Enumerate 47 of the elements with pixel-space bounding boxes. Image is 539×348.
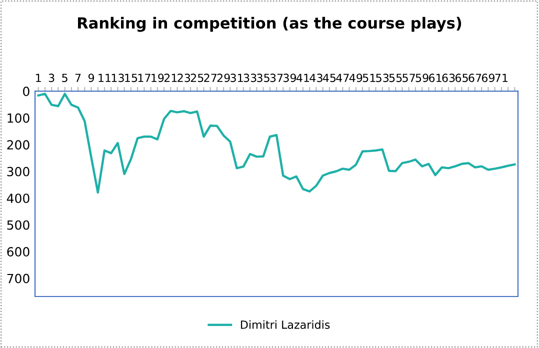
x-tick-label: 61	[428, 74, 442, 82]
x-tick-label: 55	[389, 74, 402, 82]
x-tick-label: 17	[138, 74, 150, 82]
x-tick-label: 45	[322, 74, 336, 82]
x-tick-label: 37	[270, 74, 283, 82]
x-tick-label: 31	[230, 74, 243, 82]
x-tick-label: 27	[204, 74, 216, 82]
x-tick-label: 33	[244, 74, 256, 82]
x-tick-label: 13	[112, 74, 124, 82]
y-tick-label: 700	[7, 274, 30, 284]
y-tick-label: 0	[23, 86, 30, 96]
x-tick-label: 51	[362, 74, 376, 82]
x-tick-label: 53	[376, 74, 389, 82]
x-tick-label: 23	[178, 74, 190, 82]
x-tick-label: 19	[152, 74, 164, 82]
y-tick-label: 400	[6, 194, 30, 204]
x-tick-label: 41	[296, 74, 310, 82]
y-tick-label: 500	[7, 220, 30, 230]
x-tick-label: 9	[88, 74, 94, 82]
y-tick-label: 300	[7, 166, 30, 176]
x-tick-label: 69	[482, 74, 494, 82]
line-series	[37, 92, 516, 194]
x-tick-label: 71	[495, 74, 508, 82]
x-tick-label: 39	[284, 74, 296, 82]
x-tick-label: 57	[402, 74, 415, 82]
x-tick-label: 47	[336, 74, 349, 82]
y-tick-label: 100	[8, 113, 30, 123]
legend-label: Dimitri Lazaridis	[240, 320, 330, 329]
x-tick-label: 67	[468, 74, 482, 82]
x-tick-label: 35	[257, 74, 270, 82]
x-tick-label: 7	[75, 74, 81, 82]
chart-title: Ranking in competition (as the course plays)	[78, 16, 462, 32]
x-tick-label: 63	[442, 74, 455, 82]
x-tick-label: 65	[455, 74, 468, 82]
x-tick-label: 25	[190, 74, 204, 82]
x-tick-label: 49	[349, 74, 362, 82]
x-tick-label: 59	[416, 74, 428, 82]
x-tick-label: 11	[98, 74, 111, 82]
x-tick-label: 3	[48, 74, 54, 82]
x-tick-label: 21	[164, 74, 177, 82]
x-tick-label: 43	[310, 74, 322, 82]
x-tick-label: 29	[217, 74, 230, 82]
x-tick-label: 1	[36, 74, 41, 82]
x-tick-label: 15	[125, 74, 138, 82]
y-tick-label: 200	[7, 140, 30, 150]
x-tick-label: 5	[62, 74, 68, 82]
y-tick-label: 600	[7, 247, 30, 257]
